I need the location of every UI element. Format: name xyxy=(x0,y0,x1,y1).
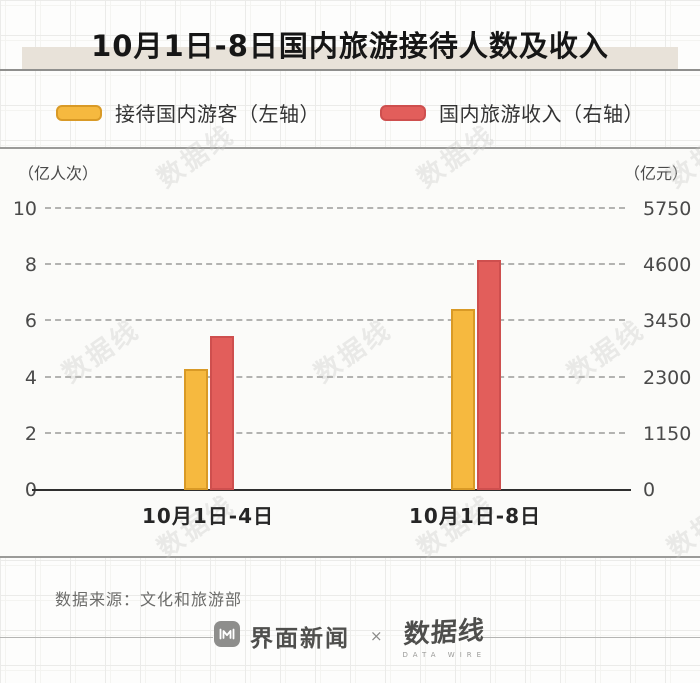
watermark: 数据线 xyxy=(662,119,700,195)
legend-label: 接待国内游客（左轴） xyxy=(115,102,320,126)
right-axis-unit: （亿元） xyxy=(623,164,688,183)
revenue-bar xyxy=(477,260,501,490)
footer-rule-left xyxy=(0,637,213,638)
left-axis-unit: （亿人次） xyxy=(18,164,99,183)
gridline xyxy=(45,207,625,209)
left-axis-ticks: 0 2 4 6 8 10 xyxy=(0,198,37,501)
watermark: 数据线 xyxy=(412,489,501,558)
jiemian-news-wordmark: 界面新闻 xyxy=(249,625,350,652)
left-tick-label: 8 xyxy=(24,254,37,277)
legend-item-revenue: 国内旅游收入（右轴） xyxy=(380,98,644,127)
legend: 接待国内游客（左轴） 国内旅游收入（右轴） xyxy=(0,98,700,127)
right-tick-label: 0 xyxy=(643,479,656,501)
collab-x-separator: × xyxy=(369,626,383,645)
gridline xyxy=(45,319,625,322)
left-tick-label: 6 xyxy=(24,310,37,333)
visitors-bar xyxy=(451,309,475,490)
watermark: 数据线 xyxy=(152,489,241,558)
gridline xyxy=(45,263,625,266)
page-title: 10月1日-8日国内旅游接待人数及收入 xyxy=(91,29,609,63)
visitors-bar xyxy=(184,368,208,490)
right-tick-label: 5750 xyxy=(643,198,692,220)
footer-logos: 界面新闻 × 数据线 DATA WIRE xyxy=(0,612,700,659)
visitors-swatch-icon xyxy=(56,104,102,121)
datawire-wordmark: 数据线 xyxy=(402,615,486,651)
datawire-logo: 数据线 DATA WIRE xyxy=(403,612,487,659)
watermark: 数据线 xyxy=(662,489,700,558)
plot-area xyxy=(32,207,631,491)
jiemian-news-logo-icon xyxy=(213,620,240,651)
right-tick-label: 1150 xyxy=(643,422,692,445)
left-tick-label: 0 xyxy=(24,479,37,501)
legend-item-visitors: 接待国内游客（左轴） xyxy=(56,98,320,127)
title-highlight-band xyxy=(22,47,678,69)
right-axis-ticks: 0 1150 2300 3450 4600 5750 xyxy=(643,198,700,501)
watermark: 数据线 xyxy=(412,119,501,195)
right-tick-label: 3450 xyxy=(643,310,692,333)
data-source-note: 数据来源：文化和旅游部 xyxy=(55,590,243,609)
datawire-caption: DATA WIRE xyxy=(402,651,487,659)
left-tick-label: 10 xyxy=(12,198,37,220)
legend-label: 国内旅游收入（右轴） xyxy=(439,102,644,126)
revenue-bar xyxy=(210,335,234,490)
left-tick-label: 4 xyxy=(24,366,37,389)
watermark: 数据线 xyxy=(152,119,241,195)
title-divider xyxy=(0,69,700,71)
left-tick-label: 2 xyxy=(24,422,37,445)
footer-rule-right xyxy=(474,637,700,638)
right-tick-label: 4600 xyxy=(643,254,692,277)
right-tick-label: 2300 xyxy=(643,366,692,389)
gridline xyxy=(45,375,625,378)
gridline xyxy=(45,431,625,434)
revenue-swatch-icon xyxy=(380,104,426,121)
x-axis-line xyxy=(32,489,631,491)
